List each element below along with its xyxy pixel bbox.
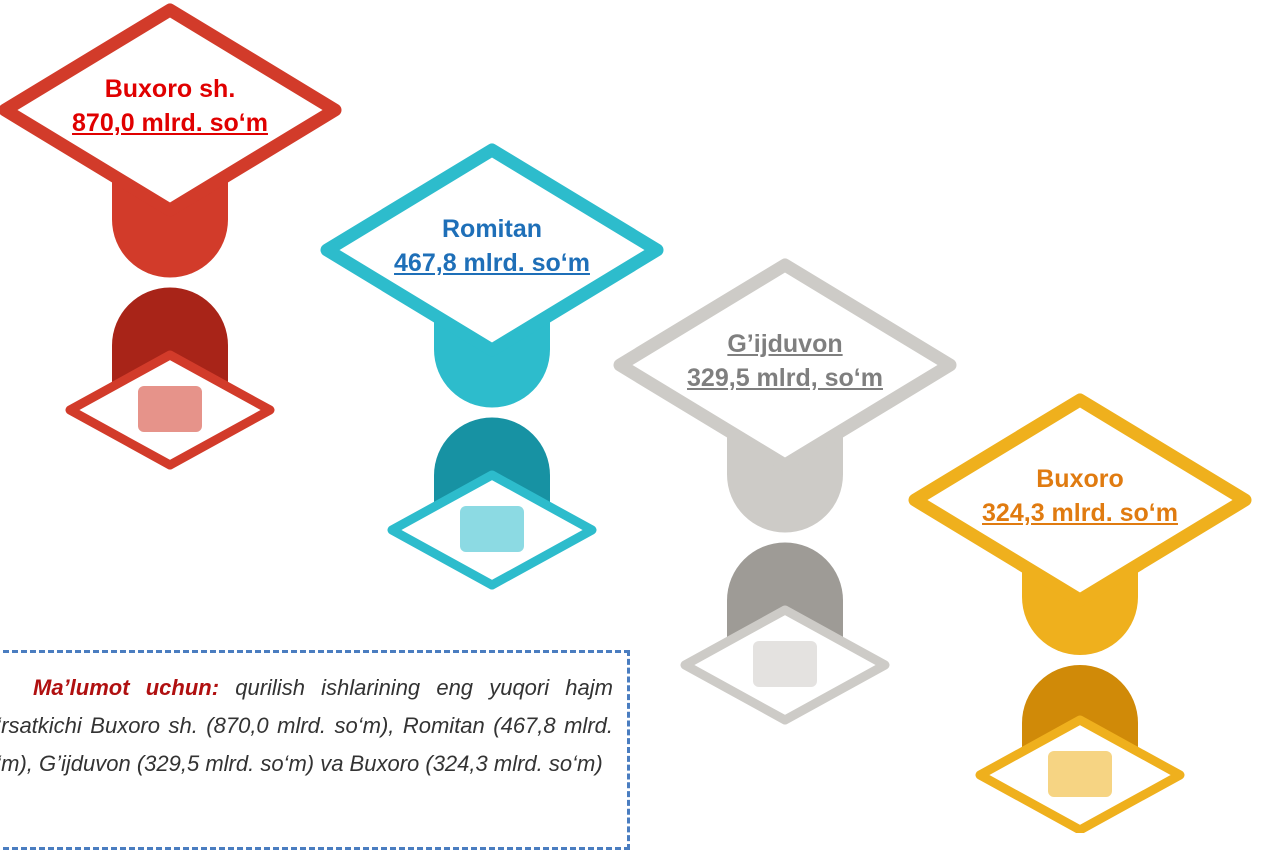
district-label: Buxoro 324,3 mlrd. so‘m <box>930 462 1230 530</box>
district-label: G’ijduvon 329,5 mlrd, so‘m <box>635 327 935 395</box>
district-name: Romitan <box>442 215 542 243</box>
connector-upper <box>1022 570 1138 655</box>
connector-upper <box>112 180 228 278</box>
connector-upper <box>727 435 843 533</box>
district-name: G’ijduvon <box>727 330 843 358</box>
label-diamond <box>908 393 1252 607</box>
connector-upper <box>434 320 550 408</box>
district-name: Buxoro <box>1036 465 1124 493</box>
note-box: Ma’lumot uchun: qurilish ishlarining eng… <box>0 650 630 850</box>
district-value: 329,5 mlrd, so‘m <box>687 364 883 392</box>
district-value: 467,8 mlrd. so‘m <box>394 249 590 277</box>
label-diamond <box>320 143 664 357</box>
district-value: 324,3 mlrd. so‘m <box>982 499 1178 527</box>
district-name: Buxoro sh. <box>104 75 236 103</box>
label-diamond <box>613 258 957 472</box>
icon <box>138 386 202 432</box>
label-diamond <box>0 3 342 217</box>
district-value: 870,0 mlrd. so‘m <box>72 109 268 137</box>
note-lead: Ma’lumot uchun: <box>33 675 220 700</box>
icon <box>753 641 817 687</box>
icon <box>1048 751 1112 797</box>
district-label: Buxoro sh. 870,0 mlrd. so‘m <box>20 72 320 140</box>
note-body: qurilish ishlarining eng yuqori hajm ko‘… <box>0 675 613 776</box>
district-label: Romitan 467,8 mlrd. so‘m <box>342 212 642 280</box>
note-text: Ma’lumot uchun: qurilish ishlarining eng… <box>0 669 613 783</box>
icon <box>460 506 524 552</box>
